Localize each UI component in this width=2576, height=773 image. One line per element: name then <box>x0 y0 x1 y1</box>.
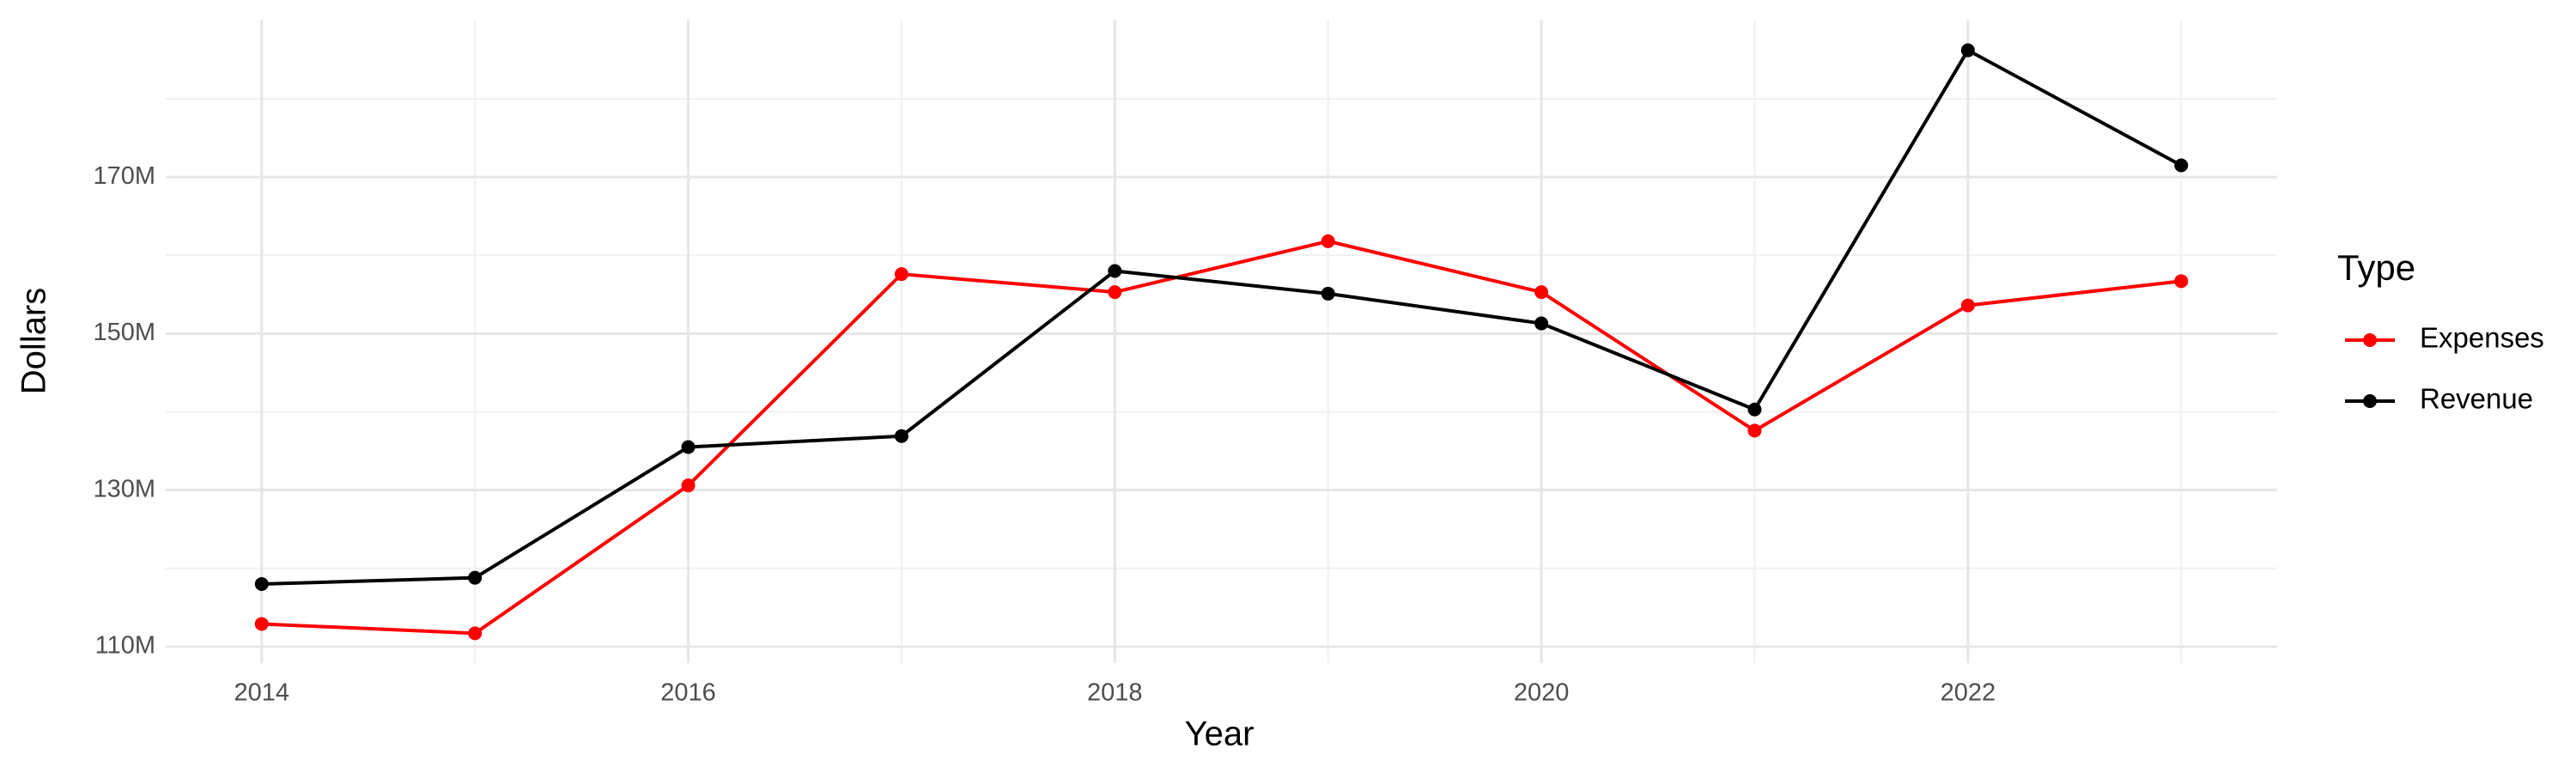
data-point <box>1960 43 1975 58</box>
series-line <box>261 239 2182 636</box>
data-point <box>1108 285 1122 300</box>
data-point <box>2174 274 2189 289</box>
data-point <box>1534 285 1549 300</box>
legend-key-point <box>2363 333 2377 347</box>
y-tick-label: 150M <box>93 319 155 346</box>
data-point <box>468 626 483 641</box>
data-point <box>1747 402 1762 417</box>
data-point <box>468 570 483 585</box>
grid <box>166 20 2277 663</box>
data-point <box>1747 423 1762 438</box>
x-tick-label: 2022 <box>1941 679 1996 707</box>
y-tick-label: 110M <box>95 632 155 660</box>
series-line <box>261 47 2183 586</box>
data-point <box>1960 298 1975 313</box>
data-point <box>681 440 696 454</box>
data-point <box>254 576 269 591</box>
data-point <box>1321 234 1335 248</box>
data-point <box>254 617 269 631</box>
legend-label: Revenue <box>2420 383 2533 415</box>
data-point <box>894 429 908 443</box>
y-tick-label: 170M <box>93 162 155 190</box>
y-axis-title: Dollars <box>15 288 53 394</box>
x-axis-title: Year <box>1185 715 1255 753</box>
legend-title: Type <box>2337 247 2415 288</box>
data-point <box>1108 264 1122 278</box>
x-tick-label: 2016 <box>660 679 716 707</box>
data-point <box>1534 316 1549 331</box>
legend-key-point <box>2363 394 2377 408</box>
legend-label: Expenses <box>2420 322 2544 354</box>
y-tick-label: 130M <box>93 475 155 502</box>
data-point <box>681 478 696 493</box>
x-tick-label: 2020 <box>1514 679 1570 707</box>
x-tick-label: 2018 <box>1087 679 1143 707</box>
data-point <box>2174 158 2189 173</box>
x-tick-label: 2014 <box>234 679 290 707</box>
data-point <box>894 267 908 282</box>
data-point <box>1321 286 1335 301</box>
